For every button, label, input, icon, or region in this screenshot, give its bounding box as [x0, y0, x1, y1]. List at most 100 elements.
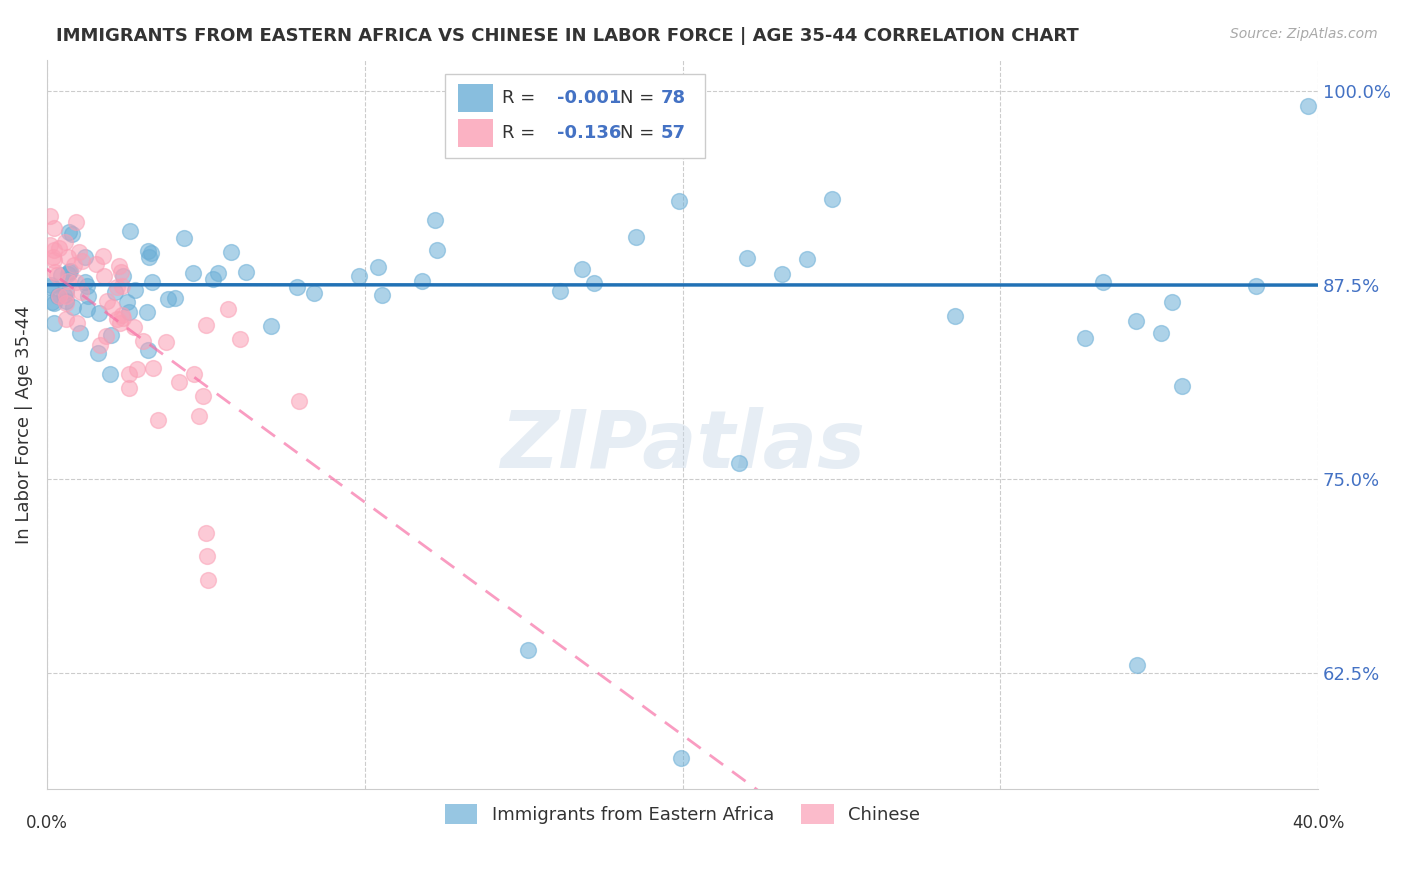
- Point: [735, 251, 758, 265]
- Point: [146, 413, 169, 427]
- Point: [55, 294, 77, 309]
- Point: [46, 268, 69, 283]
- Point: [105, 279, 128, 293]
- Point: [582, 276, 605, 290]
- Point: [135, 305, 157, 319]
- Point: [141, 275, 163, 289]
- Text: -0.001: -0.001: [557, 89, 621, 107]
- Point: [93, 268, 115, 283]
- Point: [42, 316, 65, 330]
- Point: [44, 265, 66, 279]
- Text: 57: 57: [661, 124, 686, 143]
- Point: [259, 318, 281, 333]
- Point: [367, 260, 389, 275]
- Point: [1160, 295, 1182, 310]
- Point: [426, 244, 449, 258]
- Point: [60, 227, 83, 242]
- Point: [55, 312, 77, 326]
- Point: [44, 296, 66, 310]
- Point: [173, 231, 195, 245]
- Point: [1074, 331, 1097, 345]
- Point: [42, 220, 65, 235]
- Legend: Immigrants from Eastern Africa, Chinese: Immigrants from Eastern Africa, Chinese: [437, 797, 928, 831]
- Point: [195, 549, 218, 564]
- Point: [110, 316, 132, 330]
- Point: [96, 294, 118, 309]
- Point: [52, 288, 75, 302]
- Point: [76, 279, 98, 293]
- Point: [112, 311, 135, 326]
- Text: R =: R =: [502, 89, 541, 107]
- Point: [56, 267, 79, 281]
- Point: [67, 244, 90, 259]
- Bar: [457, 85, 494, 112]
- Point: [624, 230, 647, 244]
- Text: Source: ZipAtlas.com: Source: ZipAtlas.com: [1230, 27, 1378, 41]
- Point: [55, 284, 77, 298]
- Point: [76, 301, 98, 316]
- Point: [197, 573, 219, 587]
- Point: [84, 257, 107, 271]
- Point: [1091, 276, 1114, 290]
- Point: [58, 265, 80, 279]
- Point: [98, 368, 121, 382]
- Point: [39, 238, 62, 252]
- Point: [104, 285, 127, 300]
- Point: [287, 280, 309, 294]
- Point: [728, 456, 751, 470]
- Point: [183, 367, 205, 381]
- Point: [122, 319, 145, 334]
- Point: [39, 277, 62, 292]
- Point: [572, 99, 595, 113]
- Y-axis label: In Labor Force | Age 35-44: In Labor Force | Age 35-44: [15, 305, 32, 544]
- Point: [51, 268, 73, 282]
- Point: [671, 751, 693, 765]
- Text: N =: N =: [620, 89, 654, 107]
- Point: [53, 235, 76, 249]
- Point: [87, 306, 110, 320]
- Text: 0.0%: 0.0%: [25, 814, 67, 832]
- Point: [207, 266, 229, 280]
- Point: [41, 294, 63, 309]
- Point: [101, 300, 124, 314]
- Point: [94, 328, 117, 343]
- Point: [55, 296, 77, 310]
- Point: [117, 305, 139, 319]
- Point: [89, 338, 111, 352]
- Text: IMMIGRANTS FROM EASTERN AFRICA VS CHINESE IN LABOR FORCE | AGE 35-44 CORRELATION: IMMIGRANTS FROM EASTERN AFRICA VS CHINES…: [56, 27, 1078, 45]
- Point: [59, 264, 82, 278]
- Point: [370, 288, 392, 302]
- Point: [118, 381, 141, 395]
- Point: [165, 291, 187, 305]
- Point: [229, 332, 252, 346]
- Point: [156, 292, 179, 306]
- Point: [425, 213, 447, 227]
- Point: [48, 289, 70, 303]
- Point: [42, 253, 65, 268]
- Text: R =: R =: [502, 124, 541, 143]
- Point: [55, 289, 77, 303]
- Point: [69, 326, 91, 340]
- Point: [56, 250, 79, 264]
- Point: [42, 250, 65, 264]
- Point: [411, 275, 433, 289]
- Point: [1150, 326, 1173, 340]
- Point: [39, 280, 62, 294]
- Point: [70, 254, 93, 268]
- Point: [167, 376, 190, 390]
- Point: [571, 261, 593, 276]
- Point: [288, 394, 311, 409]
- Bar: [444, 74, 706, 158]
- Point: [127, 361, 149, 376]
- Point: [77, 289, 100, 303]
- Text: 40.0%: 40.0%: [1292, 814, 1344, 832]
- Point: [118, 367, 141, 381]
- Point: [48, 241, 70, 255]
- Text: ZIPatlas: ZIPatlas: [501, 408, 865, 485]
- Point: [155, 335, 177, 350]
- Point: [201, 272, 224, 286]
- Point: [86, 345, 108, 359]
- Point: [142, 360, 165, 375]
- Point: [138, 244, 160, 259]
- Point: [302, 285, 325, 300]
